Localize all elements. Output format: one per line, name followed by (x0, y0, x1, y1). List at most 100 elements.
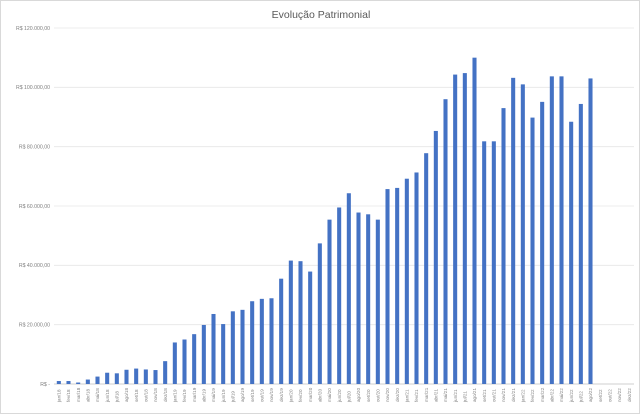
x-tick-label: ago/22 (588, 388, 593, 402)
x-tick-label: jun/19 (221, 389, 226, 403)
bars (56, 57, 593, 385)
y-tick-label: R$ 120.000,00 (16, 26, 50, 32)
bar (337, 207, 342, 384)
bar (201, 324, 206, 384)
x-tick-label: mar/20 (308, 387, 313, 402)
x-tick-label: jan/20 (288, 389, 293, 403)
x-tick-label: abr/20 (317, 389, 322, 402)
x-tick-label: out/22 (607, 389, 612, 402)
bar (192, 334, 197, 384)
bar (95, 376, 100, 384)
x-tick-label: dez/18 (163, 388, 168, 402)
bar (134, 368, 139, 384)
x-tick-label: dez/21 (511, 388, 516, 402)
bar (491, 141, 496, 384)
x-tick-label: mai/21 (443, 388, 448, 402)
y-tick-label: R$ - (40, 382, 50, 388)
x-tick-label: out/19 (259, 389, 264, 402)
bar (250, 301, 255, 384)
bar (153, 370, 158, 384)
y-tick-label: R$ 60.000,00 (19, 204, 50, 210)
bar (288, 260, 293, 384)
bar (114, 373, 119, 384)
bar (182, 339, 187, 384)
bar (269, 298, 274, 384)
x-tick-label: jan/19 (172, 389, 177, 403)
x-tick-label: set/21 (482, 389, 487, 402)
bar (578, 103, 583, 385)
bar (588, 78, 593, 384)
bar (472, 57, 477, 385)
bar (105, 372, 110, 384)
x-tick-label: nov/19 (269, 388, 274, 402)
x-tick-label: nov/21 (501, 388, 506, 402)
x-tick-label: ago/20 (356, 388, 361, 402)
x-tick-label: jan/18 (56, 389, 61, 403)
x-tick-label: dez/20 (395, 388, 400, 402)
bar (424, 153, 429, 384)
x-tick-label: jun/20 (337, 389, 342, 403)
bar (404, 178, 409, 384)
x-tick-label: set/19 (250, 389, 255, 402)
x-tick-label: abr/18 (85, 389, 90, 402)
x-tick-label: dez/22 (627, 388, 632, 402)
x-tick-label: fev/20 (298, 389, 303, 402)
y-tick-label: R$ 80.000,00 (19, 144, 50, 150)
bar (549, 76, 554, 385)
bar (511, 77, 516, 384)
bar (308, 271, 313, 384)
x-tick-label: jul/22 (578, 391, 583, 403)
bar (569, 121, 574, 384)
x-tick-label: mar/19 (192, 387, 197, 402)
x-tick-label: fev/21 (414, 389, 419, 402)
x-tick-label: nov/22 (617, 388, 622, 402)
bar (317, 243, 322, 384)
y-tick-label: R$ 40.000,00 (19, 263, 50, 269)
bar (240, 309, 245, 384)
bar (163, 361, 168, 384)
x-tick-label: mai/20 (327, 388, 332, 402)
x-tick-label: out/20 (375, 389, 380, 402)
bar (230, 311, 235, 384)
x-tick-label: fev/22 (530, 389, 535, 402)
x-tick-label: jul/21 (462, 391, 467, 403)
x-tick-label: ago/21 (472, 388, 477, 402)
x-tick-label: jun/21 (453, 389, 458, 403)
bar (279, 278, 284, 384)
x-tick-label: fev/18 (66, 389, 71, 402)
x-tick-label: mar/21 (424, 387, 429, 402)
bar (530, 117, 535, 385)
bar (298, 261, 303, 384)
x-tick-label: jun/18 (105, 389, 110, 403)
y-axis-ticks: R$ - R$ 20.000,00 R$ 40.000,00 R$ 60.000,00… (16, 26, 50, 388)
bar (559, 76, 564, 385)
x-tick-label: out/21 (491, 389, 496, 402)
bar (414, 172, 419, 384)
bar (395, 187, 400, 384)
bar (85, 379, 90, 384)
bar (56, 381, 61, 384)
bar (356, 212, 361, 384)
bar (462, 73, 467, 385)
x-tick-label: dez/19 (279, 388, 284, 402)
bar (346, 193, 351, 384)
bar (443, 99, 448, 384)
x-tick-label: ago/19 (240, 388, 245, 402)
x-tick-label: set/18 (134, 389, 139, 402)
bar (76, 382, 81, 384)
x-tick-label: abr/22 (549, 389, 554, 402)
x-tick-label: jan/22 (520, 389, 525, 403)
bar (124, 369, 129, 384)
bar (366, 214, 371, 384)
chart-title: Evolução Patrimonial (272, 9, 371, 21)
x-tick-label: set/22 (598, 389, 603, 402)
x-tick-label: nov/18 (153, 388, 158, 402)
x-tick-label: set/20 (366, 389, 371, 402)
bar (66, 381, 71, 384)
x-tick-label: abr/19 (201, 389, 206, 402)
x-tick-label: mai/19 (211, 388, 216, 402)
x-tick-label: jan/21 (404, 389, 409, 403)
x-tick-label: mar/18 (76, 387, 81, 402)
